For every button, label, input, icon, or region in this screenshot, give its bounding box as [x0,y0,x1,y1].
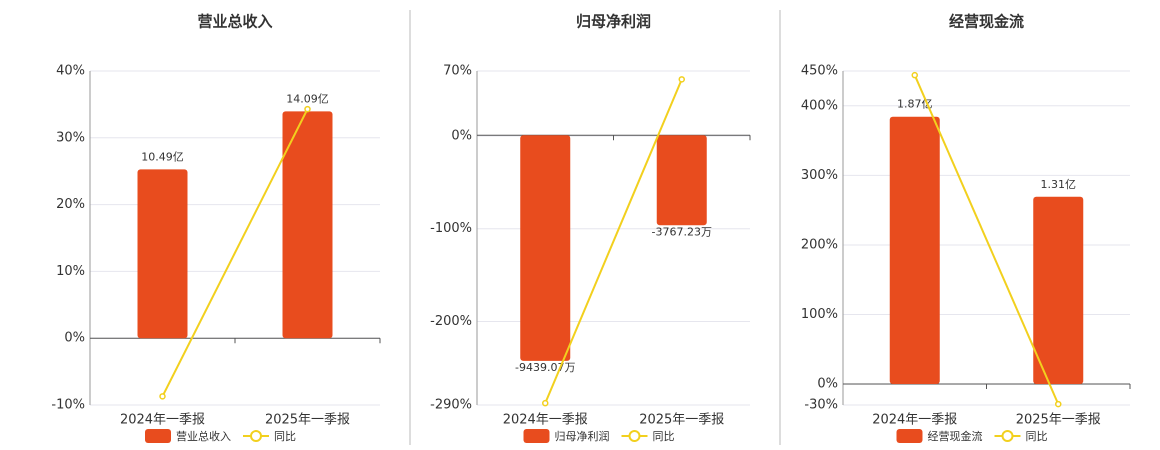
legend-label: 同比 [1026,430,1048,443]
line [544,78,683,404]
line-point [542,399,549,407]
value-label: -3767.23万 [652,225,712,238]
y-tick-label: 10% [56,264,85,279]
legend-swatch [1001,430,1014,442]
bar [137,169,188,339]
x-tick-label: 2025年一季报 [639,413,724,428]
y-tick-label: 200% [801,237,838,252]
legend-label: 归母净利润 [555,429,610,443]
y-tick-label: -30% [804,398,838,413]
y-tick-label: -200% [430,314,472,329]
x-tick-label: 2024年一季报 [872,413,957,428]
line [161,108,309,397]
y-tick-label: 0% [817,377,838,392]
legend-swatch [628,430,641,442]
line-point [1055,400,1062,408]
line [913,74,1060,405]
legend-swatch [523,429,550,443]
x-tick-label: 2025年一季报 [1016,413,1101,428]
value-label: 14.09亿 [286,92,329,105]
y-tick-label: -290% [430,398,472,413]
value-label: -9439.07万 [515,361,575,374]
y-tick-label: 70% [443,64,472,79]
legend-label: 同比 [274,430,296,443]
y-tick-label: -100% [430,221,472,236]
legend-swatch [250,430,262,442]
y-tick-label: -10% [51,398,85,413]
y-tick-label: 0% [451,128,472,143]
y-tick-label: 300% [801,168,838,183]
y-tick-label: 30% [56,130,85,145]
x-tick-label: 2024年一季报 [503,413,588,428]
y-tick-label: 20% [56,197,85,212]
y-tick-label: 0% [64,331,85,346]
legend-label: 经营现金流 [928,429,983,443]
value-label: 10.49亿 [141,150,184,163]
value-label: 1.31亿 [1041,178,1077,191]
x-tick-label: 2024年一季报 [120,413,205,428]
x-tick-label: 2025年一季报 [265,413,350,428]
y-tick-label: 450% [801,64,838,79]
chart-title: 营业总收入 [197,13,272,31]
legend-label: 营业总收入 [176,429,231,443]
line-point [304,105,311,113]
legend-swatch [896,429,923,443]
line-point [678,76,685,83]
line-point [159,393,166,400]
chart-title: 经营现金流 [949,13,1024,31]
y-tick-label: 400% [801,98,838,113]
legend-label: 同比 [653,430,675,443]
bar [656,135,707,226]
y-tick-label: 40% [56,64,85,79]
value-label: 1.87亿 [897,98,933,111]
y-tick-label: 100% [801,307,838,322]
chart-title: 归母净利润 [576,13,651,31]
legend-swatch [145,429,171,443]
bar [282,111,333,339]
bar [520,135,571,361]
bar [1033,196,1084,384]
bar [889,116,940,384]
line-point [911,71,918,79]
